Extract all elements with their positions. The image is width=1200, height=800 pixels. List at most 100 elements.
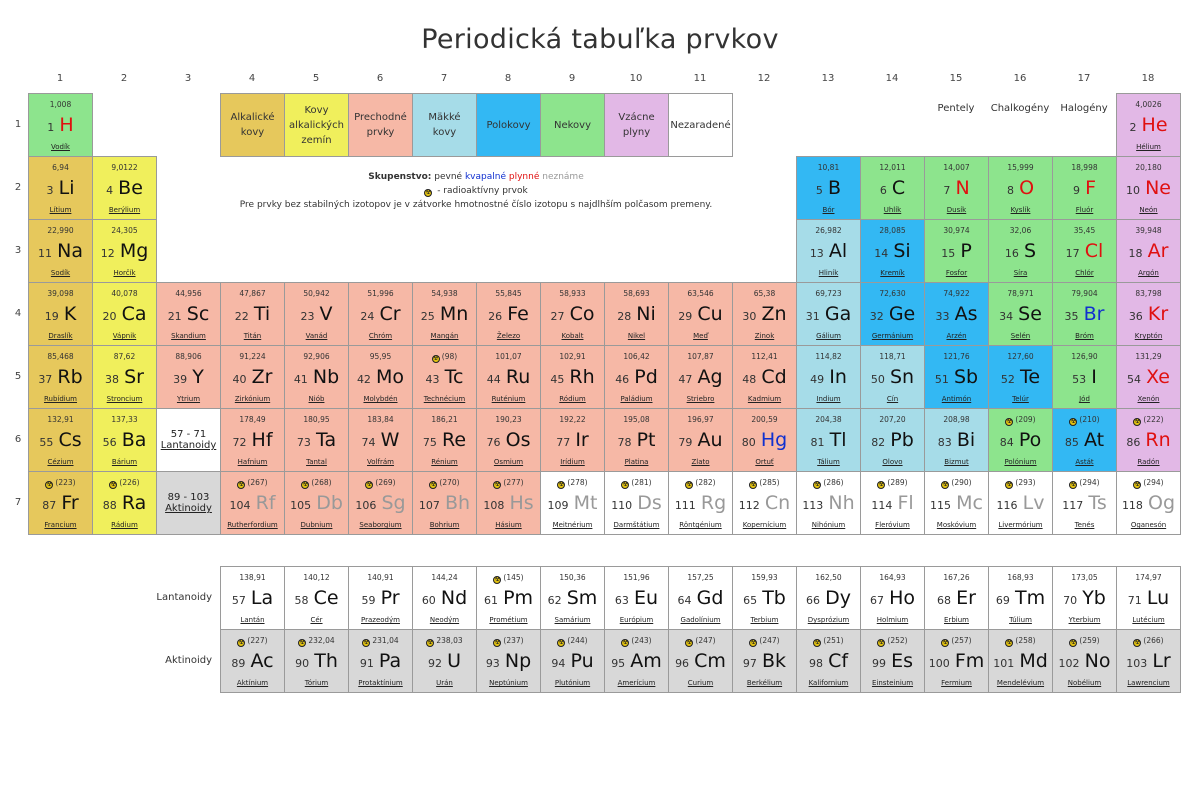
element-cell-rh[interactable]: 102,91 45 Rh Ródium	[540, 345, 605, 409]
element-name-link[interactable]: Paládium	[620, 395, 653, 403]
element-cell-er[interactable]: 167,26 68 Er Erbium	[924, 566, 989, 630]
element-name-link[interactable]: Gadolínium	[680, 616, 721, 624]
element-name-link[interactable]: Lantán	[240, 616, 265, 624]
element-name-link[interactable]: Ortuť	[755, 458, 774, 466]
element-name-link[interactable]: Kopernícium	[742, 521, 787, 529]
element-cell-mc[interactable]: ☢ (290) 115 Mc Moskóvium	[924, 471, 989, 535]
element-cell-al[interactable]: 26,982 13 Al Hliník	[796, 219, 861, 283]
element-cell-ne[interactable]: 20,180 10 Ne Neón	[1116, 156, 1181, 220]
element-name-link[interactable]: Hélium	[1136, 143, 1161, 151]
element-cell-k[interactable]: 39,098 19 K Draslík	[28, 282, 93, 346]
element-cell-au[interactable]: 196,97 79 Au Zlato	[668, 408, 733, 472]
element-cell-fm[interactable]: ☢ (257) 100 Fm Fermium	[924, 629, 989, 693]
element-cell-se[interactable]: 78,971 34 Se Selén	[988, 282, 1053, 346]
element-name-link[interactable]: Amerícium	[617, 679, 656, 687]
element-name-link[interactable]: Indium	[816, 395, 841, 403]
element-cell-at[interactable]: ☢ (210) 85 At Astát	[1052, 408, 1117, 472]
element-name-link[interactable]: Zlato	[691, 458, 710, 466]
element-name-link[interactable]: Cézium	[47, 458, 74, 466]
element-cell-ta[interactable]: 180,95 73 Ta Tantal	[284, 408, 349, 472]
element-cell-gd[interactable]: 157,25 64 Gd Gadolínium	[668, 566, 733, 630]
element-name-link[interactable]: Vodík	[51, 143, 70, 151]
element-cell-ce[interactable]: 140,12 58 Ce Cér	[284, 566, 349, 630]
element-cell-c[interactable]: 12,011 6 C Uhlík	[860, 156, 925, 220]
element-cell-p[interactable]: 30,974 15 P Fosfor	[924, 219, 989, 283]
element-cell-tl[interactable]: 204,38 81 Tl Tálium	[796, 408, 861, 472]
element-name-link[interactable]: Rádium	[111, 521, 138, 529]
element-cell-o[interactable]: 15,999 8 O Kyslík	[988, 156, 1053, 220]
element-cell-w[interactable]: 183,84 74 W Volfrám	[348, 408, 413, 472]
element-name-link[interactable]: Lítium	[49, 206, 72, 214]
element-cell-nd[interactable]: 144,24 60 Nd Neodým	[412, 566, 477, 630]
element-cell-fl[interactable]: ☢ (289) 114 Fl Fleróvium	[860, 471, 925, 535]
element-name-link[interactable]: Európium	[619, 616, 654, 624]
series-ref-act[interactable]: 89 - 103 Aktinoidy	[156, 471, 221, 535]
element-name-link[interactable]: Telúr	[1012, 395, 1029, 403]
element-name-link[interactable]: Bizmut	[944, 458, 969, 466]
element-cell-es[interactable]: ☢ (252) 99 Es Einsteinium	[860, 629, 925, 693]
element-cell-ru[interactable]: 101,07 44 Ru Ruténium	[476, 345, 541, 409]
element-cell-sg[interactable]: ☢ (269) 106 Sg Seaborgium	[348, 471, 413, 535]
element-name-link[interactable]: Skandium	[171, 332, 206, 340]
element-cell-br[interactable]: 79,904 35 Br Bróm	[1052, 282, 1117, 346]
element-name-link[interactable]: Kryptón	[1134, 332, 1163, 340]
element-name-link[interactable]: Berýlium	[108, 206, 141, 214]
element-name-link[interactable]: Aktínium	[236, 679, 269, 687]
element-name-link[interactable]: Dubnium	[300, 521, 333, 529]
element-cell-sc[interactable]: 44,956 21 Sc Skandium	[156, 282, 221, 346]
element-cell-xe[interactable]: 131,29 54 Xe Xenón	[1116, 345, 1181, 409]
element-name-link[interactable]: Technécium	[423, 395, 466, 403]
element-cell-ts[interactable]: ☢ (294) 117 Ts Tenés	[1052, 471, 1117, 535]
element-cell-cs[interactable]: 132,91 55 Cs Cézium	[28, 408, 93, 472]
element-cell-ag[interactable]: 107,87 47 Ag Striebro	[668, 345, 733, 409]
element-name-link[interactable]: Curium	[687, 679, 714, 687]
element-name-link[interactable]: Túlium	[1009, 616, 1032, 624]
element-cell-i[interactable]: 126,90 53 I Jód	[1052, 345, 1117, 409]
element-cell-mt[interactable]: ☢ (278) 109 Mt Meitnérium	[540, 471, 605, 535]
element-cell-hs[interactable]: ☢ (277) 108 Hs Hásium	[476, 471, 541, 535]
element-cell-co[interactable]: 58,933 27 Co Kobalt	[540, 282, 605, 346]
element-name-link[interactable]: Draslík	[48, 332, 73, 340]
element-name-link[interactable]: Železo	[496, 332, 521, 340]
element-cell-lr[interactable]: ☢ (266) 103 Lr Lawrencium	[1116, 629, 1181, 693]
element-cell-ir[interactable]: 192,22 77 Ir Irídium	[540, 408, 605, 472]
element-name-link[interactable]: Vanád	[305, 332, 328, 340]
element-name-link[interactable]: Antimón	[941, 395, 972, 403]
element-cell-u[interactable]: ☢ 238,03 92 U Urán	[412, 629, 477, 693]
element-name-link[interactable]: Fluór	[1075, 206, 1094, 214]
element-cell-rg[interactable]: ☢ (282) 111 Rg Röntgénium	[668, 471, 733, 535]
element-cell-te[interactable]: 127,60 52 Te Telúr	[988, 345, 1053, 409]
element-name-link[interactable]: Samárium	[554, 616, 591, 624]
element-cell-tb[interactable]: 159,93 65 Tb Terbium	[732, 566, 797, 630]
element-name-link[interactable]: Volfrám	[367, 458, 394, 466]
element-name-link[interactable]: Zirkónium	[234, 395, 271, 403]
element-cell-bi[interactable]: 208,98 83 Bi Bizmut	[924, 408, 989, 472]
element-name-link[interactable]: Niób	[308, 395, 325, 403]
element-cell-og[interactable]: ☢ (294) 118 Og Oganesón	[1116, 471, 1181, 535]
element-cell-rn[interactable]: ☢ (222) 86 Rn Radón	[1116, 408, 1181, 472]
element-name-link[interactable]: Xenón	[1137, 395, 1160, 403]
element-cell-th[interactable]: ☢ 232,04 90 Th Tórium	[284, 629, 349, 693]
series-ref-lanth[interactable]: 57 - 71 Lantanoidy	[156, 408, 221, 472]
element-name-link[interactable]: Prométium	[489, 616, 528, 624]
element-name-link[interactable]: Ródium	[559, 395, 586, 403]
element-name-link[interactable]: Berkélium	[746, 679, 783, 687]
element-name-link[interactable]: Livermórium	[998, 521, 1043, 529]
element-cell-tm[interactable]: 168,93 69 Tm Túlium	[988, 566, 1053, 630]
element-name-link[interactable]: Lawrencium	[1127, 679, 1170, 687]
element-name-link[interactable]: Hafnium	[237, 458, 268, 466]
element-name-link[interactable]: Erbium	[944, 616, 969, 624]
element-cell-v[interactable]: 50,942 23 V Vanád	[284, 282, 349, 346]
element-cell-be[interactable]: 9,0122 4 Be Berýlium	[92, 156, 157, 220]
element-name-link[interactable]: Chróm	[368, 332, 393, 340]
element-name-link[interactable]: Titán	[243, 332, 262, 340]
element-name-link[interactable]: Mangán	[430, 332, 459, 340]
element-cell-nh[interactable]: ☢ (286) 113 Nh Nihónium	[796, 471, 861, 535]
element-name-link[interactable]: Uhlík	[883, 206, 902, 214]
element-cell-ge[interactable]: 72,630 32 Ge Germánium	[860, 282, 925, 346]
element-cell-he[interactable]: 4,0026 2 He Hélium	[1116, 93, 1181, 157]
element-name-link[interactable]: Kyslík	[1010, 206, 1031, 214]
element-name-link[interactable]: Ruténium	[491, 395, 526, 403]
element-cell-pt[interactable]: 195,08 78 Pt Platina	[604, 408, 669, 472]
element-cell-re[interactable]: 186,21 75 Re Rénium	[412, 408, 477, 472]
